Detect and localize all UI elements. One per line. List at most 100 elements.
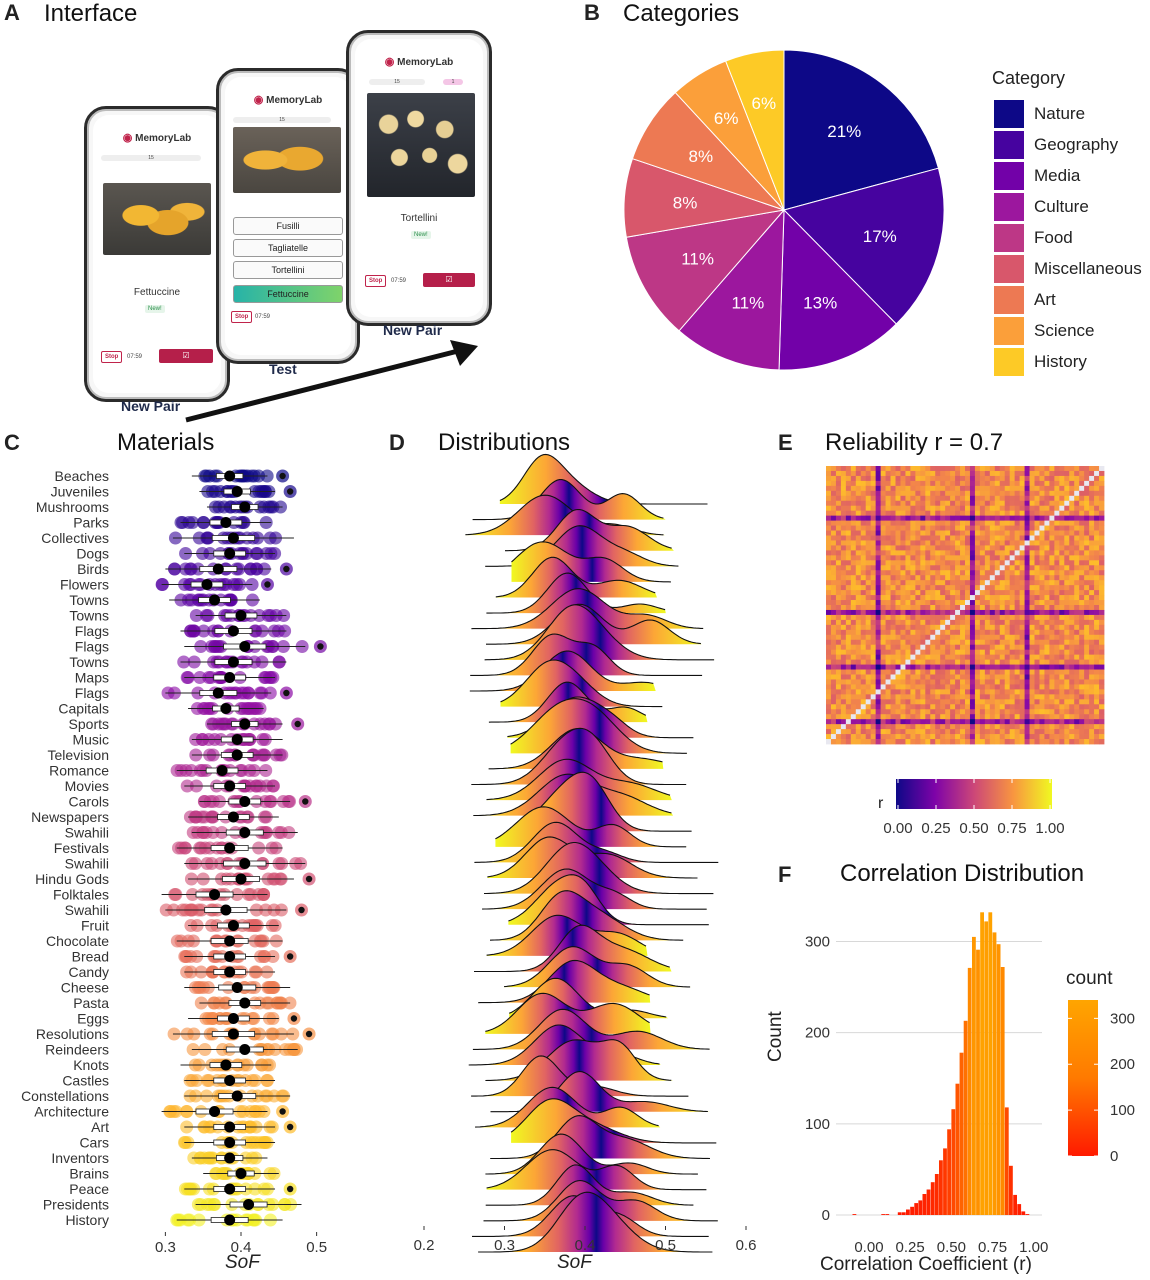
heat-cell <box>920 699 926 705</box>
heat-cell <box>870 535 877 541</box>
heat-cell <box>994 570 1001 576</box>
row-label: Folktales <box>53 887 109 903</box>
heat-cell <box>945 500 951 507</box>
heat-cell <box>1034 600 1040 606</box>
heat-cell <box>835 689 842 695</box>
heat-cell <box>1004 614 1011 621</box>
heat-cell <box>826 480 832 487</box>
heat-cell <box>1024 520 1030 526</box>
heat-cell <box>920 515 926 521</box>
heat-cell <box>969 709 976 715</box>
heat-cell <box>969 595 976 601</box>
heat-cell <box>845 545 852 551</box>
heat-cell <box>870 634 877 641</box>
heat-cell <box>840 605 847 611</box>
stop-button[interactable]: Stop <box>231 311 253 323</box>
heat-cell <box>1079 520 1085 526</box>
heat-cell <box>930 570 936 576</box>
heat-cell <box>920 704 926 710</box>
heat-cell <box>935 659 941 665</box>
heat-cell <box>895 490 901 497</box>
heat-cell <box>895 520 901 526</box>
heat-cell <box>1069 525 1075 531</box>
hist-bar <box>926 1189 931 1215</box>
heat-cell <box>1069 609 1075 616</box>
heat-cell <box>850 590 857 596</box>
heat-cell <box>1099 480 1105 487</box>
heat-cell <box>994 609 1001 616</box>
ridge-line <box>508 977 667 1018</box>
heat-cell <box>1054 550 1060 556</box>
heat-cell <box>930 694 936 700</box>
heat-cell <box>845 605 852 611</box>
choice-2[interactable]: Tagliatelle <box>233 239 343 257</box>
heat-cell <box>1079 669 1085 675</box>
heat-cell <box>860 649 867 656</box>
heat-cell <box>955 540 961 546</box>
heat-cell <box>1044 719 1050 725</box>
heat-cell <box>994 525 1001 531</box>
heat-cell <box>925 570 931 576</box>
stop-button[interactable]: Stop <box>365 275 387 287</box>
heat-cell <box>1024 490 1030 497</box>
heat-cell <box>860 495 867 502</box>
heat-cell <box>1094 555 1100 561</box>
heat-cell <box>855 639 862 646</box>
heat-cell <box>979 490 986 497</box>
heat-cell <box>900 515 906 521</box>
choice-4-selected[interactable]: Fettuccine <box>233 285 343 303</box>
heat-cell <box>994 724 1001 730</box>
heat-cell <box>1029 629 1035 636</box>
heat-cell <box>1064 734 1070 740</box>
mean-point <box>235 873 247 885</box>
heat-cell <box>930 605 936 611</box>
heat-cell <box>994 470 1001 477</box>
heat-cell <box>1044 535 1050 541</box>
heat-cell <box>1079 619 1085 626</box>
heat-cell <box>1089 624 1095 631</box>
heat-cell <box>1069 470 1075 477</box>
heat-cell <box>935 466 941 472</box>
heat-cell <box>910 515 916 521</box>
heat-cell <box>925 575 931 581</box>
heat-cell <box>1034 540 1040 546</box>
heat-cell <box>870 689 877 695</box>
heat-cell <box>905 505 911 512</box>
heat-cell <box>920 510 926 517</box>
heat-cell <box>860 659 867 665</box>
choice-1[interactable]: Fusilli <box>233 217 343 235</box>
heat-cell <box>925 466 931 472</box>
heat-cell <box>994 565 1001 571</box>
heat-cell <box>1094 694 1100 700</box>
heat-cell <box>950 694 956 700</box>
heat-cell <box>845 595 852 601</box>
heat-cell <box>830 525 837 531</box>
heat-cell <box>989 475 996 482</box>
heat-cell <box>945 565 951 571</box>
heat-cell <box>960 545 966 551</box>
heat-cell <box>1019 490 1025 497</box>
heat-cell <box>1079 629 1085 636</box>
heat-cell <box>875 724 881 730</box>
next-button[interactable]: ☑ <box>423 273 475 287</box>
stop-button[interactable]: Stop <box>101 351 123 363</box>
heat-cell <box>994 734 1001 740</box>
heat-cell <box>855 590 862 596</box>
heat-cell <box>1079 654 1085 660</box>
heat-cell <box>875 535 881 541</box>
heat-cell <box>974 729 981 735</box>
legend-swatch-geography <box>994 131 1024 159</box>
heat-cell <box>1099 634 1105 641</box>
heat-cell <box>1004 555 1011 561</box>
heat-cell <box>826 619 832 626</box>
heat-cell <box>984 639 991 646</box>
heat-cell <box>855 570 862 576</box>
heat-cell <box>984 525 991 531</box>
heat-cell <box>1009 525 1016 531</box>
heat-cell <box>826 724 832 730</box>
heat-cell <box>925 614 931 621</box>
heat-cell <box>1079 699 1085 705</box>
heat-cell <box>1089 644 1095 651</box>
heat-cell <box>1099 585 1105 591</box>
choice-3[interactable]: Tortellini <box>233 261 343 279</box>
